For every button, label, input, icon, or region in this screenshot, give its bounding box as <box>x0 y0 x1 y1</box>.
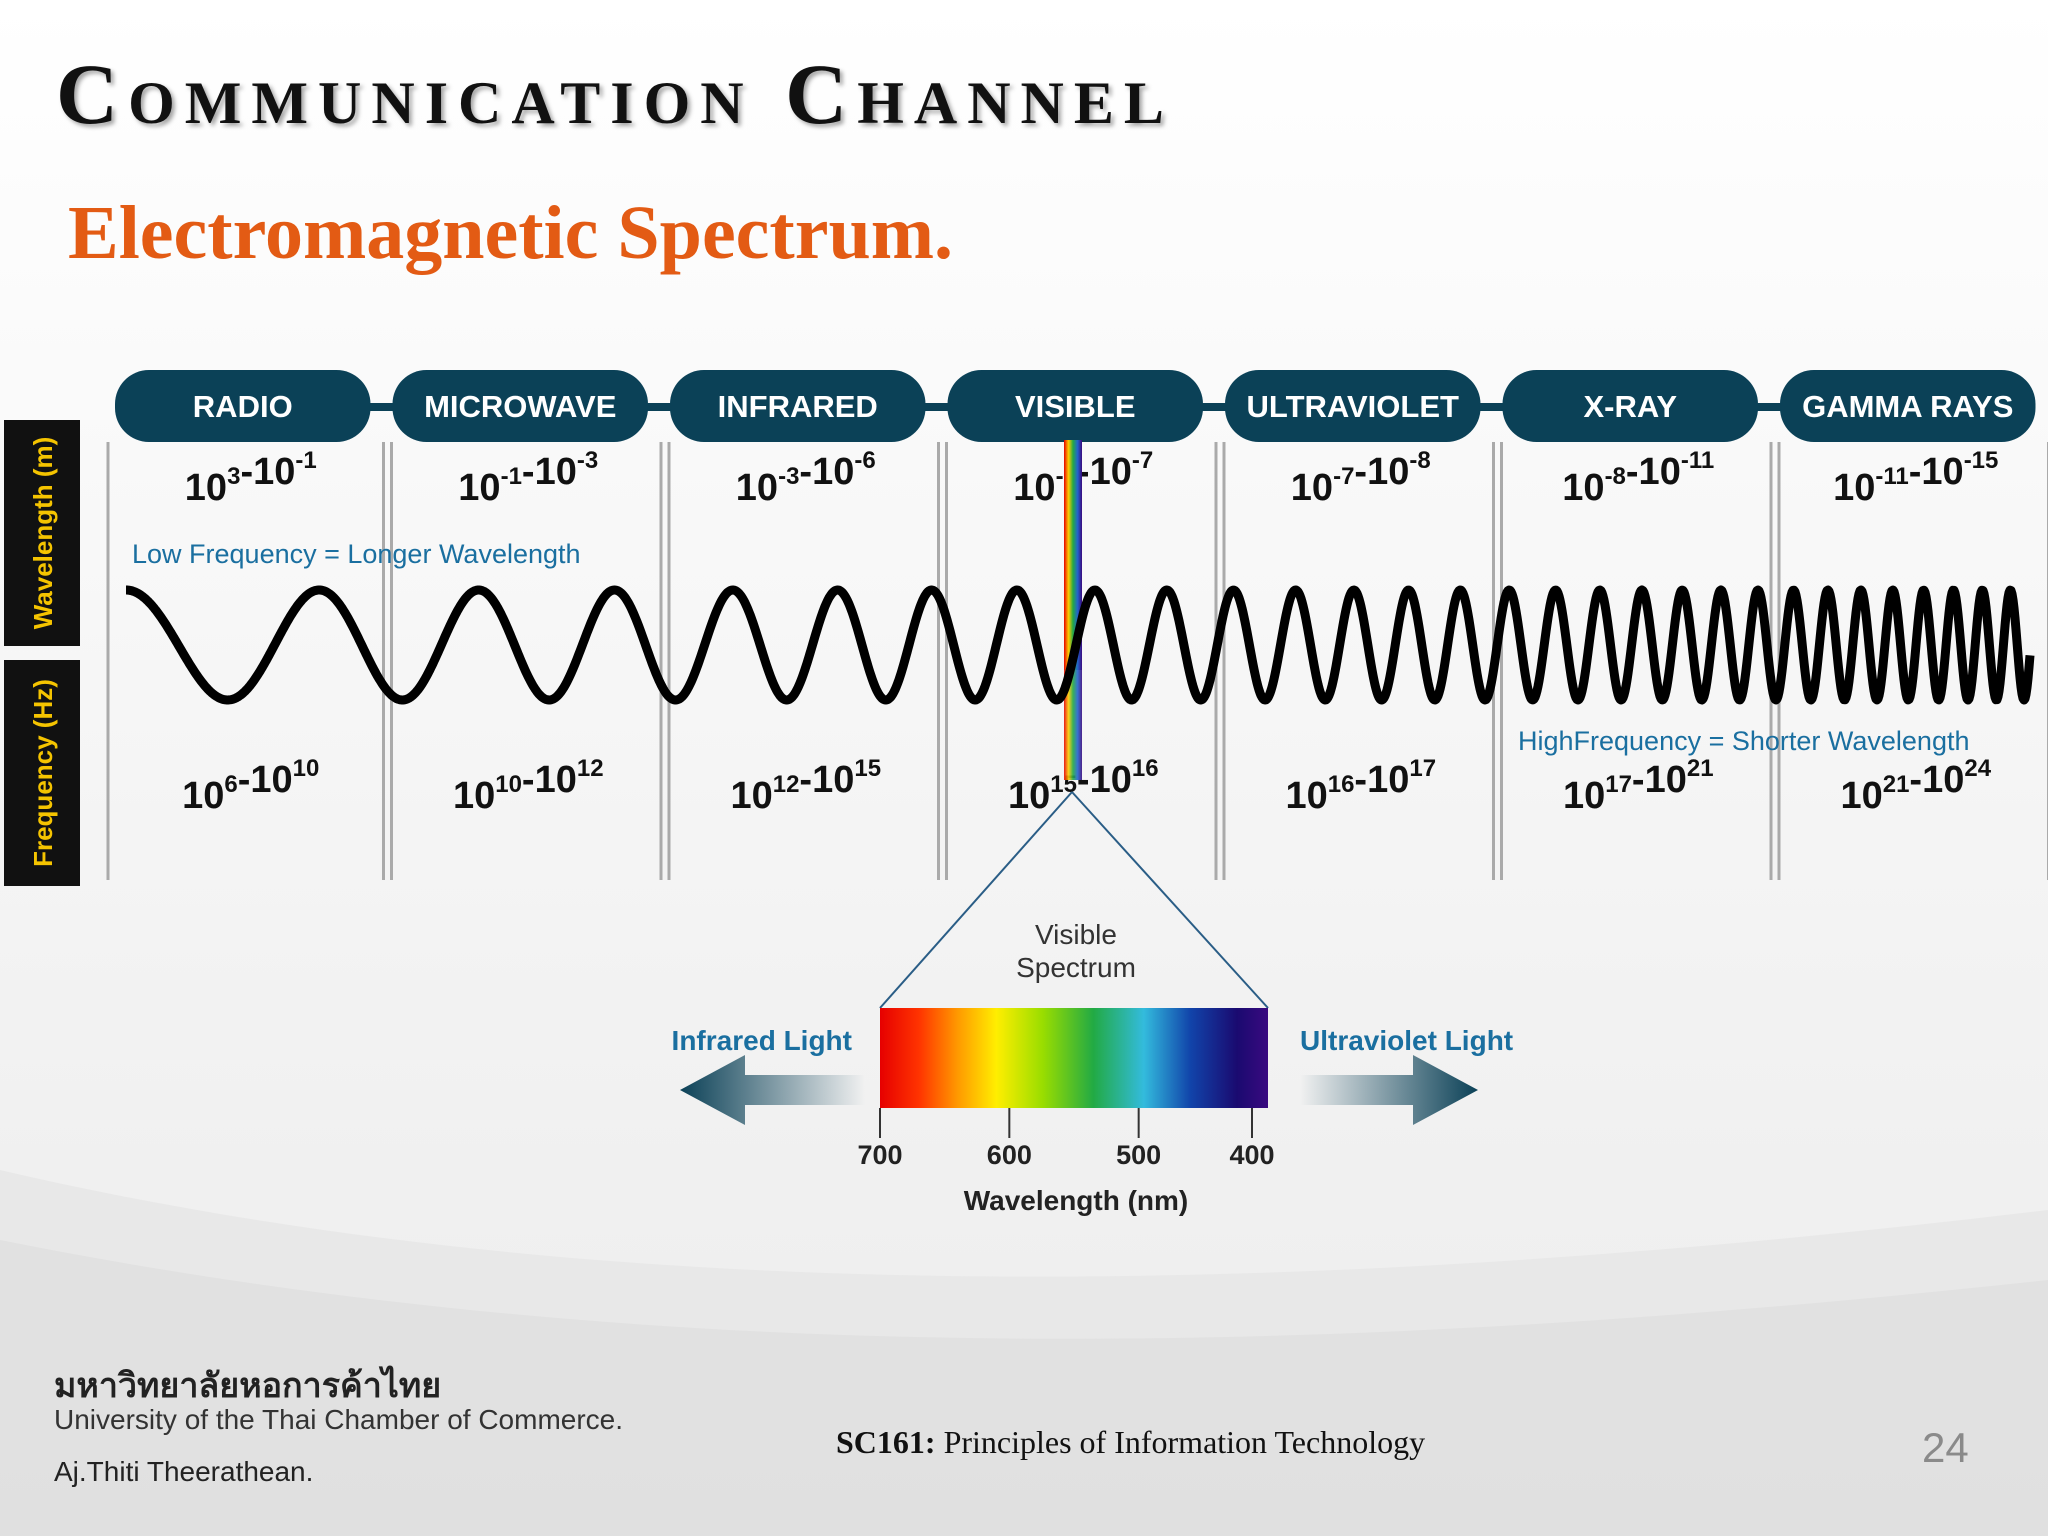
electromagnetic-spectrum-diagram: Wavelength (m) Frequency (Hz) RADIO 103-1… <box>4 370 2048 1216</box>
low-frequency-note: Low Frequency = Longer Wavelength <box>132 539 581 569</box>
frequency-range-ultraviolet: 1016-1017 <box>1285 755 1436 817</box>
high-frequency-note: HighFrequency = Shorter Wavelength <box>1518 726 1970 756</box>
infrared-light-label: Infrared Light <box>672 1025 852 1056</box>
band-microwave: MICROWAVE 10-1-10-3 1010-1012 <box>382 370 648 880</box>
wavelength-range-x-ray: 10-8-10-11 <box>1562 447 1714 509</box>
wavelength-range-visible: 10-6-10-7 <box>1013 447 1153 509</box>
band-name: VISIBLE <box>1015 389 1136 424</box>
band-header-pill <box>115 370 371 442</box>
visible-tick-label-700: 700 <box>857 1140 902 1170</box>
band-name: INFRARED <box>718 389 878 424</box>
band-name: MICROWAVE <box>424 389 616 424</box>
band-ultraviolet: ULTRAVIOLET 10-7-10-8 1016-1017 <box>1214 370 1481 880</box>
band-name: X-RAY <box>1583 389 1677 424</box>
wavelength-range-gamma-rays: 10-11-10-15 <box>1833 447 1998 509</box>
frequency-axis-label-box: Frequency (Hz) <box>4 660 80 886</box>
university-english-name: University of the Thai Chamber of Commer… <box>54 1404 624 1435</box>
frequency-range-microwave: 1010-1012 <box>453 755 604 817</box>
frequency-range-x-ray: 1017-1021 <box>1563 755 1714 817</box>
band-header-pill <box>1502 370 1758 442</box>
visible-tick-label-500: 500 <box>1116 1140 1161 1170</box>
page-number: 24 <box>1922 1424 1969 1471</box>
visible-band-strip <box>1064 440 1082 670</box>
university-thai-name: มหาวิทยาลัยหอการค้าไทย <box>54 1366 442 1406</box>
band-header-pill <box>1225 370 1481 442</box>
course-title: SC161: Principles of Information Technol… <box>836 1424 1425 1461</box>
infrared-light-arrow <box>680 1055 865 1125</box>
wavelength-range-infrared: 10-3-10-6 <box>736 447 876 509</box>
band-visible: VISIBLE 10-6-10-7 1015-1016 <box>937 370 1203 880</box>
wavelength-range-radio: 103-10-1 <box>185 447 317 509</box>
frequency-range-visible: 1015-1016 <box>1008 755 1159 817</box>
ultraviolet-light-label: Ultraviolet Light <box>1300 1025 1513 1056</box>
frequency-axis-label: Frequency (Hz) <box>28 679 58 867</box>
band-radio: RADIO 103-10-1 106-1010 <box>115 370 371 817</box>
frequency-range-radio: 106-1010 <box>182 755 319 817</box>
visible-band-strip-lower <box>1064 670 1082 780</box>
band-header-pill <box>670 370 926 442</box>
frequency-range-infrared: 1012-1015 <box>730 755 881 817</box>
band-header-pill <box>1780 370 2036 442</box>
wave-path <box>122 585 2035 705</box>
ultraviolet-light-arrow <box>1300 1055 1478 1125</box>
visible-spectrum-label-line2: Spectrum <box>1016 952 1136 983</box>
visible-spectrum-label-line1: Visible <box>1035 919 1117 950</box>
visible-tick-label-400: 400 <box>1229 1140 1274 1170</box>
band-name: RADIO <box>193 389 293 424</box>
frequency-range-gamma-rays: 1021-1024 <box>1840 755 1991 817</box>
footer-swoosh <box>0 1170 2048 1536</box>
course-code: SC161: <box>836 1424 936 1460</box>
band-infrared: INFRARED 10-3-10-6 1012-1015 <box>659 370 926 880</box>
visible-spectrum-zoom: Visible Spectrum Infrared Light Ultravio… <box>672 791 1513 1216</box>
visible-tick-label-600: 600 <box>987 1140 1032 1170</box>
wavelength-range-microwave: 10-1-10-3 <box>458 447 598 509</box>
band-header-pill <box>947 370 1203 442</box>
slide-title: Communication Channel <box>56 46 1174 142</box>
visible-spectrum-axis-label: Wavelength (nm) <box>964 1185 1189 1216</box>
slide-subtitle: Electromagnetic Spectrum. <box>68 191 954 275</box>
band-header-pill <box>392 370 648 442</box>
course-name: Principles of Information Technology <box>935 1424 1426 1460</box>
band-x-ray: X-RAY 10-8-10-11 1017-1021 <box>1492 370 1758 880</box>
wavelength-axis-label: Wavelength (m) <box>28 437 58 630</box>
wavelength-axis-label-box: Wavelength (m) <box>4 420 80 646</box>
visible-spectrum-bar <box>880 1008 1268 1108</box>
author-name: Aj.Thiti Theerathean. <box>54 1456 314 1487</box>
band-name: ULTRAVIOLET <box>1247 389 1459 424</box>
wavelength-range-ultraviolet: 10-7-10-8 <box>1291 447 1431 509</box>
band-name: GAMMA RAYS <box>1802 389 2013 424</box>
visible-spectrum-ticks: 700 600 500 400 <box>857 1108 1275 1170</box>
band-columns: RADIO 103-10-1 106-1010 MICROWAVE 10-1-10-3 1… <box>106 370 2048 880</box>
